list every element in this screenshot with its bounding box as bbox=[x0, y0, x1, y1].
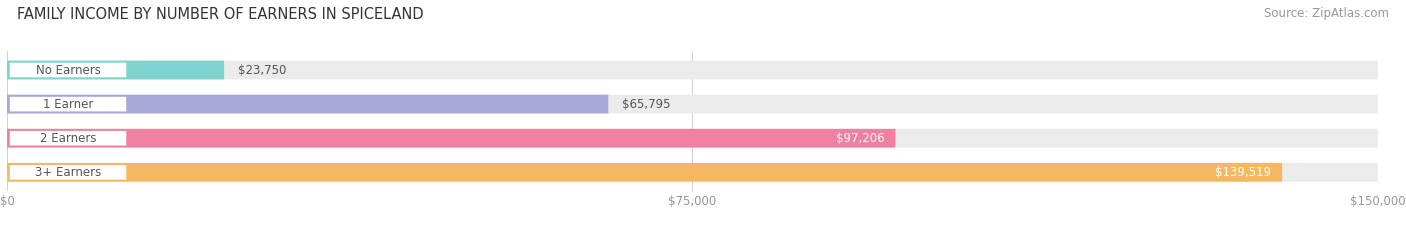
Text: $23,750: $23,750 bbox=[238, 64, 287, 76]
FancyBboxPatch shape bbox=[7, 61, 1378, 79]
Text: Source: ZipAtlas.com: Source: ZipAtlas.com bbox=[1264, 7, 1389, 20]
Text: 2 Earners: 2 Earners bbox=[39, 132, 96, 145]
FancyBboxPatch shape bbox=[7, 95, 609, 113]
Text: 3+ Earners: 3+ Earners bbox=[35, 166, 101, 179]
FancyBboxPatch shape bbox=[7, 129, 896, 147]
Text: $97,206: $97,206 bbox=[835, 132, 884, 145]
FancyBboxPatch shape bbox=[7, 129, 1378, 147]
Text: No Earners: No Earners bbox=[35, 64, 100, 76]
FancyBboxPatch shape bbox=[10, 97, 127, 111]
FancyBboxPatch shape bbox=[7, 163, 1378, 182]
FancyBboxPatch shape bbox=[7, 61, 224, 79]
FancyBboxPatch shape bbox=[7, 163, 1282, 182]
Text: $65,795: $65,795 bbox=[621, 98, 671, 111]
FancyBboxPatch shape bbox=[10, 165, 127, 180]
FancyBboxPatch shape bbox=[10, 63, 127, 77]
FancyBboxPatch shape bbox=[7, 95, 1378, 113]
Text: FAMILY INCOME BY NUMBER OF EARNERS IN SPICELAND: FAMILY INCOME BY NUMBER OF EARNERS IN SP… bbox=[17, 7, 423, 22]
Text: $139,519: $139,519 bbox=[1215, 166, 1271, 179]
Text: 1 Earner: 1 Earner bbox=[42, 98, 93, 111]
FancyBboxPatch shape bbox=[10, 131, 127, 146]
